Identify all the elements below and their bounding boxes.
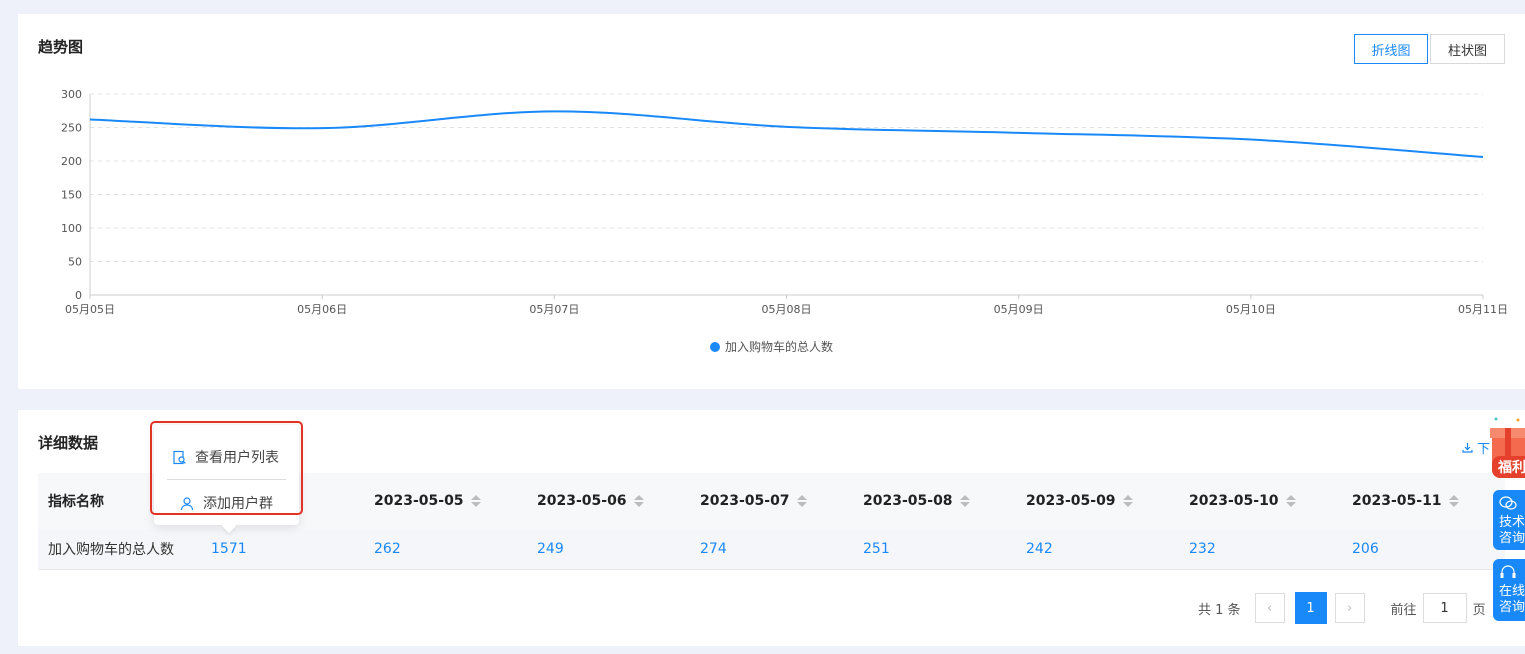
detail-title: 详细数据 (38, 434, 99, 452)
download-icon (1462, 443, 1473, 453)
line-chart-toggle[interactable]: 折线图 (1354, 34, 1428, 64)
online-consult-label: 在线咨询 (1499, 584, 1525, 615)
value-cell[interactable]: 249 (537, 541, 564, 557)
sort-icon[interactable] (1122, 495, 1133, 507)
y-tick-label: 50 (68, 256, 82, 269)
add-user-group-label: 添加用户群 (203, 496, 273, 512)
goto-page-input[interactable]: 1 (1422, 593, 1467, 623)
series-line (89, 110, 1484, 158)
column-header[interactable]: 2023-05-08 (863, 473, 970, 529)
column-header[interactable]: 2023-05-10 (1189, 473, 1296, 529)
column-header: 指标名称 (48, 494, 104, 510)
tech-consult-label: 技术咨询 (1499, 515, 1525, 546)
x-tick-label: 05月11日 (1458, 303, 1508, 316)
trend-title: 趋势图 (38, 38, 84, 56)
pagination-total: 共 1 条 (1198, 602, 1241, 618)
chevron-right-icon: › (1346, 600, 1353, 616)
trend-card: 趋势图 折线图 柱状图 0 50 100 150 200 250 300 05月05日 05月0… (18, 14, 1525, 389)
download-button[interactable]: 下 (1462, 438, 1490, 457)
value-cell[interactable]: 262 (374, 541, 401, 557)
value-cell[interactable]: 274 (700, 541, 727, 557)
column-header[interactable]: 2023-05-11 (1352, 473, 1459, 529)
metric-name-cell: 加入购物车的总人数 (48, 542, 174, 558)
online-consult-button[interactable]: 在线咨询 (1493, 559, 1525, 621)
next-page-button[interactable]: › (1334, 593, 1365, 623)
legend-marker (710, 342, 720, 352)
y-tick-label: 250 (61, 122, 82, 135)
bar-chart-toggle[interactable]: 柱状图 (1430, 34, 1505, 64)
total-value-cell[interactable]: 1571 (211, 541, 247, 557)
column-header[interactable]: 2023-05-06 (537, 473, 644, 529)
y-tick-label: 200 (61, 155, 82, 168)
y-tick-label: 100 (61, 222, 82, 235)
sort-icon[interactable] (959, 495, 970, 507)
sort-icon[interactable] (470, 495, 481, 507)
column-header[interactable]: 2023-05-07 (700, 473, 807, 529)
tech-consult-button[interactable]: 技术咨询 (1493, 490, 1525, 550)
value-cell[interactable]: 232 (1189, 541, 1216, 557)
sort-icon[interactable] (1285, 495, 1296, 507)
page-suffix: 页 (1472, 602, 1486, 618)
x-tick-label: 05月05日 (65, 303, 115, 316)
x-tick-label: 05月08日 (762, 303, 812, 316)
welfare-badge[interactable]: 福利 (1492, 456, 1525, 478)
x-tick-label: 05月06日 (297, 303, 347, 316)
legend-label: 加入购物车的总人数 (725, 339, 833, 354)
trend-chart: 0 50 100 150 200 250 300 05月05日 05月06日 05月07日 05月0… (61, 88, 1508, 354)
column-header[interactable]: 2023-05-05 (374, 473, 481, 529)
popover-highlight-box (150, 421, 303, 515)
value-cell[interactable]: 242 (1026, 541, 1053, 557)
page-number-current[interactable]: 1 (1294, 592, 1327, 624)
view-user-list-label: 查看用户列表 (195, 450, 279, 466)
user-icon (180, 496, 194, 510)
view-user-list-item[interactable]: 查看用户列表 (172, 447, 279, 467)
sort-icon[interactable] (1448, 495, 1459, 507)
download-label: 下 (1477, 442, 1491, 457)
wechat-icon (1499, 496, 1517, 510)
prev-page-button[interactable]: ‹ (1254, 593, 1285, 623)
column-header[interactable]: 2023-05-09 (1026, 473, 1133, 529)
value-cell[interactable]: 206 (1352, 541, 1379, 557)
add-user-group-item[interactable]: 添加用户群 (180, 493, 273, 513)
goto-label: 前往 (1390, 602, 1417, 618)
pagination: 共 1 条 ‹ 1 › 前往 1 页 (1198, 592, 1486, 624)
headset-icon (1500, 565, 1516, 578)
value-cell[interactable]: 251 (863, 541, 890, 557)
x-tick-label: 05月10日 (1226, 303, 1276, 316)
y-tick-label: 300 (61, 88, 82, 101)
chevron-left-icon: ‹ (1266, 600, 1273, 616)
table-row: 加入购物车的总人数 1571 262 249 274 251 242 232 2… (38, 529, 1505, 570)
sort-icon[interactable] (796, 495, 807, 507)
y-tick-label: 0 (75, 289, 82, 302)
x-tick-label: 05月09日 (994, 303, 1044, 316)
row-action-popover: 查看用户列表 添加用户群 (154, 425, 299, 534)
y-tick-label: 150 (61, 189, 82, 202)
popover-divider (167, 479, 286, 480)
user-list-icon (173, 450, 186, 464)
x-tick-label: 05月07日 (529, 303, 579, 316)
sort-icon[interactable] (633, 495, 644, 507)
